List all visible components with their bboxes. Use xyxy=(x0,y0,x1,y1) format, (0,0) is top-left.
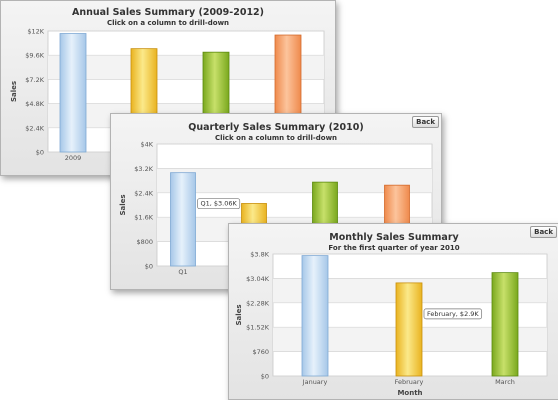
y-tick-label: $3.2K xyxy=(134,165,153,173)
x-tick-label: 2009 xyxy=(65,154,82,162)
y-tick-label: $4K xyxy=(140,141,153,149)
x-tick-label: March xyxy=(495,378,515,386)
y-tick-label: $760 xyxy=(252,348,269,356)
back-button[interactable]: Back xyxy=(530,226,557,238)
chart-title: Quarterly Sales Summary (2010) xyxy=(188,122,364,133)
bar-march[interactable] xyxy=(491,272,519,377)
y-tick-label: $2.4K xyxy=(25,124,44,132)
chart-title: Annual Sales Summary (2009-2012) xyxy=(71,7,265,18)
x-tick-label: January xyxy=(302,378,328,386)
x-tick-label: Q1 xyxy=(178,268,187,276)
x-tick-label: February xyxy=(395,378,424,386)
y-tick-label: $7.2K xyxy=(25,76,44,84)
y-tick-label: $3.04K xyxy=(246,275,270,283)
y-tick-label: $2.28K xyxy=(246,299,270,307)
y-tick-label: $0 xyxy=(36,149,44,157)
tooltip-text: Q1, $3.06K xyxy=(201,200,238,208)
bar-january[interactable] xyxy=(301,255,329,377)
y-tick-label: $0 xyxy=(261,373,269,381)
bar-2009[interactable] xyxy=(59,33,87,153)
chart-subtitle: For the first quarter of year 2010 xyxy=(328,244,460,252)
y-tick-label: $4.8K xyxy=(25,100,44,108)
y-axis-title: Sales xyxy=(119,194,127,215)
y-axis-title: Sales xyxy=(235,304,243,325)
y-tick-label: $12K xyxy=(27,28,44,36)
y-tick-label: $1.52K xyxy=(246,324,270,332)
tooltip: February, $2.9K xyxy=(423,308,483,320)
x-axis-title: Month xyxy=(397,389,422,397)
y-tick-label: $3.8K xyxy=(250,251,269,259)
y-tick-label: $2.4K xyxy=(134,189,153,197)
monthly-sales-chart[interactable]: $0 $760 $1.52K $2.28K $3.04K $3.8K Sales Month J… xyxy=(229,224,558,399)
y-tick-label: $0 xyxy=(145,263,153,271)
back-button[interactable]: Back xyxy=(412,116,439,128)
tooltip: Q1, $3.06K xyxy=(197,198,241,210)
chart-title: Monthly Sales Summary xyxy=(329,232,459,243)
bar-q1[interactable] xyxy=(170,172,196,267)
chart-subtitle: Click on a column to drill-down xyxy=(106,19,230,27)
chart-subtitle: Click on a column to drill-down xyxy=(214,134,338,142)
monthly-sales-panel: Back Monthly Sales Summary For the first… xyxy=(228,223,558,400)
y-tick-label: $1.6K xyxy=(134,214,153,222)
y-axis-title: Sales xyxy=(10,81,18,102)
tooltip-text: February, $2.9K xyxy=(427,310,479,318)
y-tick-label: $800 xyxy=(136,238,153,246)
y-tick-label: $9.6K xyxy=(25,52,44,60)
bar-february[interactable] xyxy=(395,282,423,377)
